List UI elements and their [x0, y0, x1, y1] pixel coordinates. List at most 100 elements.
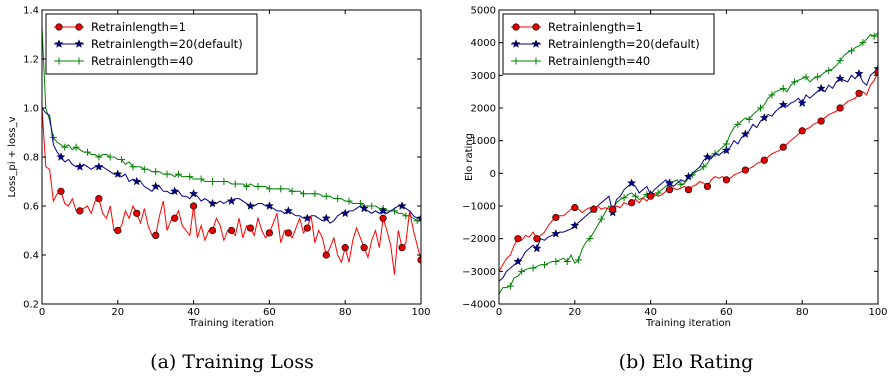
data-point-star — [570, 220, 580, 230]
series-circle-elo-rating — [499, 68, 878, 272]
legend-label: Retrainlength=20(default) — [548, 37, 700, 51]
series-plus-training-loss — [42, 27, 421, 225]
data-point-circle — [360, 244, 368, 252]
legend-label: Retrainlength=1 — [91, 20, 186, 34]
data-point-star — [740, 129, 750, 138]
data-point-star — [208, 198, 218, 208]
data-point-plus — [300, 190, 308, 198]
legend-label: Retrainlength=20(default) — [91, 37, 243, 51]
data-point-star — [702, 152, 712, 161]
data-point-circle — [190, 202, 198, 210]
panel-elo-rating: 0 20 40 60 80 100 −4000 −3000 −2000 −1000 0 1000 200… — [462, 6, 887, 374]
y-tick-label: 0.6 — [23, 202, 39, 213]
data-point-plus — [529, 264, 537, 272]
data-point-star — [627, 178, 637, 187]
data-point-circle — [246, 224, 255, 232]
legend-entry: Retrainlength=20(default) — [511, 37, 700, 51]
caption-training-loss: (a) Training Loss — [150, 351, 314, 373]
y-tick-label: 1.2 — [23, 55, 39, 66]
data-point-circle — [590, 205, 598, 213]
data-point-plus — [322, 192, 330, 200]
data-point-circle — [798, 127, 806, 135]
y-tick-label: 1000 — [471, 136, 496, 147]
legend-marker-plus — [75, 57, 83, 65]
data-point-circle — [741, 166, 749, 174]
data-point-star — [665, 178, 675, 187]
legend-elo-rating: Retrainlength=1 Retrainlength=20(default)… — [502, 13, 715, 75]
data-point-circle — [114, 226, 122, 235]
data-point-star — [816, 83, 826, 93]
data-point-circle — [760, 156, 768, 164]
legend-marker-circle — [532, 23, 540, 31]
data-point-plus — [825, 66, 833, 74]
data-point-plus — [129, 163, 137, 171]
y-tick-label: 5000 — [471, 6, 496, 17]
data-point-star — [532, 243, 542, 253]
data-point-circle — [208, 226, 217, 235]
data-point-plus — [334, 195, 342, 203]
data-point-circle — [417, 256, 421, 264]
data-point-plus — [575, 256, 583, 264]
ticks-training-loss: 0 20 40 60 80 100 0.2 0.4 0.6 0.8 1.0 1.2 1.4 — [23, 6, 430, 319]
data-point-star — [56, 152, 66, 161]
legend-entry: Retrainlength=40 — [54, 54, 193, 68]
data-point-star — [797, 98, 807, 107]
y-tick-label: 4000 — [471, 38, 496, 49]
plot-lines-training-loss — [42, 27, 421, 275]
data-point-star — [321, 213, 331, 223]
data-point-circle — [552, 213, 560, 222]
data-point-star — [75, 162, 85, 171]
data-point-circle — [855, 89, 863, 97]
data-point-plus — [49, 133, 57, 141]
data-point-circle — [76, 207, 84, 215]
caption-elo-rating: (b) Elo Rating — [619, 351, 754, 373]
series-star-training-loss — [42, 107, 421, 224]
data-point-plus — [597, 215, 605, 223]
data-point-star — [513, 256, 523, 266]
data-point-circle — [171, 214, 179, 222]
plot-lines-elo-rating — [499, 32, 878, 295]
data-point-plus — [197, 175, 205, 183]
data-point-star — [378, 206, 388, 215]
data-point-plus — [700, 163, 708, 171]
data-point-plus — [254, 182, 262, 190]
data-point-star — [283, 206, 293, 215]
data-point-plus — [163, 170, 171, 178]
data-point-circle — [779, 143, 787, 151]
legend-entry: Retrainlength=1 — [54, 20, 186, 34]
series-star-elo-rating — [499, 64, 878, 282]
data-point-circle — [571, 204, 579, 212]
legend-marker-circle — [55, 23, 63, 31]
x-tick-label: 80 — [339, 307, 352, 318]
x-tick-label: 20 — [568, 307, 581, 318]
plot-frame-elo-rating — [498, 9, 879, 305]
data-point-star — [551, 229, 561, 238]
data-point-plus — [277, 185, 285, 193]
x-tick-label: 100 — [868, 307, 887, 318]
y-axis-label-elo-rating: Elo rating — [464, 133, 475, 181]
data-point-plus — [859, 39, 867, 47]
legend-label: Retrainlength=1 — [548, 20, 643, 34]
data-point-star — [189, 188, 199, 198]
data-point-plus — [106, 153, 114, 161]
data-point-star — [151, 181, 161, 191]
data-point-star — [854, 68, 864, 78]
data-point-star — [359, 203, 369, 213]
data-point-plus — [734, 120, 742, 128]
data-point-star — [170, 186, 180, 196]
data-point-star — [264, 201, 274, 210]
data-point-plus — [152, 168, 160, 176]
data-point-circle — [665, 186, 674, 194]
data-point-star — [416, 213, 421, 223]
legend-label: Retrainlength=40 — [548, 54, 650, 68]
legend-marker-star — [54, 39, 64, 48]
y-tick-label: 1.4 — [23, 6, 39, 17]
data-point-plus — [61, 143, 69, 151]
data-point-star — [778, 99, 788, 109]
legend-marker-star — [74, 39, 84, 48]
x-tick-label: 0 — [39, 307, 45, 318]
data-point-star — [245, 201, 255, 210]
data-point-plus — [552, 258, 560, 266]
legend-marker-star — [511, 39, 521, 48]
y-tick-label: 0.4 — [23, 251, 39, 262]
